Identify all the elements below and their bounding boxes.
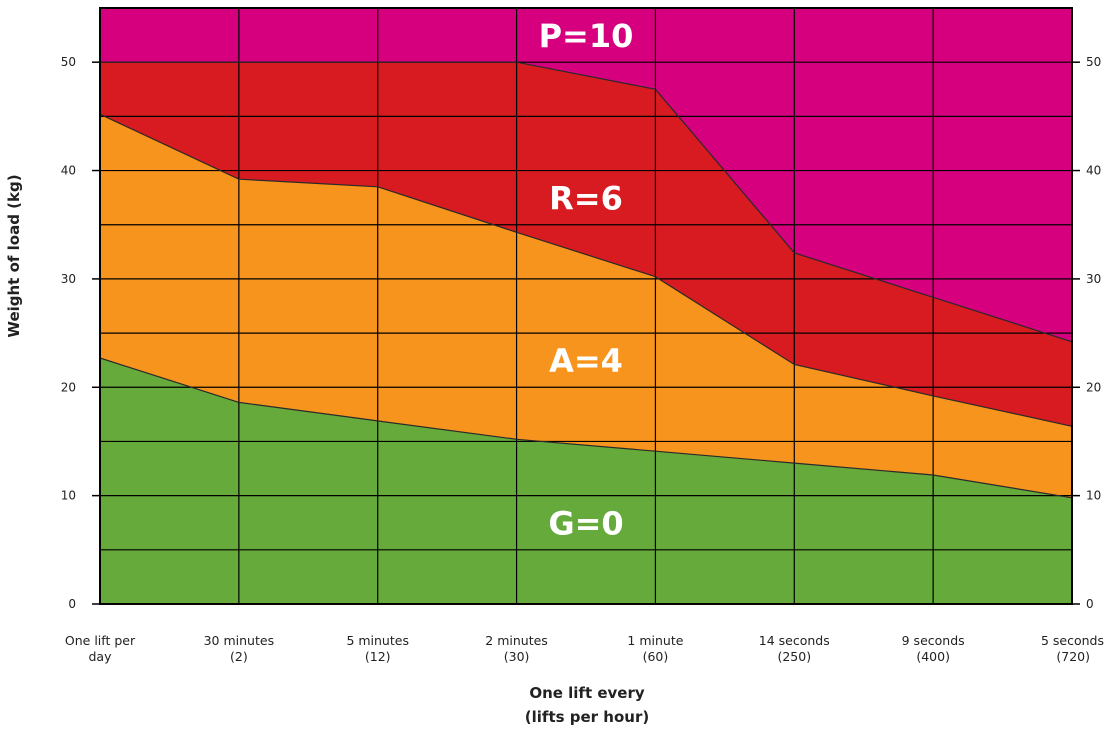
zone-label-a-4: A=4 (549, 342, 623, 380)
x-tick-label: One lift per (65, 633, 136, 648)
x-tick-label-sub: (2) (230, 649, 248, 664)
zone-boundaries (99, 61, 1073, 499)
zone-label-g-0: G=0 (548, 505, 623, 543)
x-axis-title: One lift every (529, 684, 645, 702)
zone-label-r-6: R=6 (549, 180, 623, 218)
y-tick-label: 40 (1086, 164, 1101, 178)
boundary-line-r-6 (100, 61, 1073, 343)
zone-area-g-0 (100, 358, 1072, 604)
zone-areas (100, 8, 1072, 604)
y-tick-label: 0 (1086, 597, 1094, 611)
y-tick-label: 10 (61, 489, 76, 503)
zone-labels: G=0 A=4 R=6 P=10 (539, 17, 634, 543)
x-tick-label-sub: (250) (777, 649, 811, 664)
boundary-line-a-4 (99, 113, 1073, 427)
x-tick-label: 9 seconds (902, 633, 965, 648)
x-tick-label-sub: (60) (643, 649, 669, 664)
y-tick-label: 30 (61, 272, 76, 286)
zone-area-r-6 (100, 62, 1072, 427)
plot-frame (99, 7, 1073, 605)
y-tick-label: 40 (61, 164, 76, 178)
x-tick-label: 30 minutes (204, 633, 274, 648)
x-tick-label-sub: (30) (504, 649, 530, 664)
zone-label-p-10: P=10 (539, 17, 634, 55)
x-tick-label: 2 minutes (485, 633, 548, 648)
x-tick-label-sub: day (89, 649, 113, 664)
x-axis-title-line2: (lifts per hour) (525, 708, 649, 726)
y-axis-title: Weight of load (kg) (5, 174, 23, 337)
y-tick-label: 10 (1086, 489, 1101, 503)
y-tick-label: 0 (68, 597, 76, 611)
zone-area-p-10 (100, 8, 1072, 342)
x-tick-label: 1 minute (627, 633, 683, 648)
x-tick-label: 5 minutes (346, 633, 409, 648)
zone-area-a-4 (100, 114, 1072, 498)
x-tick-label: 5 seconds (1041, 633, 1104, 648)
y-tick-label: 20 (61, 380, 76, 394)
x-tick-label-sub: (720) (1056, 649, 1090, 664)
y-ticks-right: 0 10 20 30 40 50 (1072, 55, 1101, 611)
boundary-line-g-0 (99, 357, 1073, 499)
x-tick-label-sub: (400) (916, 649, 950, 664)
y-tick-label: 50 (1086, 55, 1101, 69)
y-ticks-left: 0 10 20 30 40 50 (61, 55, 100, 611)
y-tick-label: 30 (1086, 272, 1101, 286)
x-tick-label-sub: (12) (365, 649, 391, 664)
x-tick-label: 14 seconds (759, 633, 830, 648)
y-tick-label: 50 (61, 55, 76, 69)
y-tick-label: 20 (1086, 380, 1101, 394)
